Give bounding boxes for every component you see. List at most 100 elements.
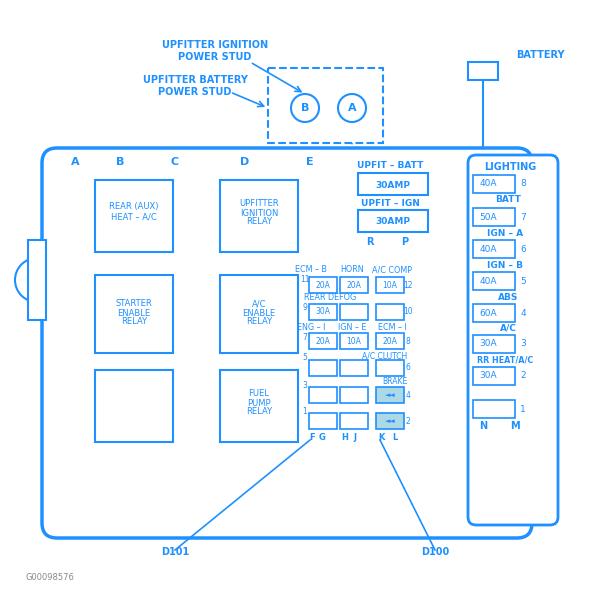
Text: D: D <box>240 157 249 167</box>
Text: IGN – E: IGN – E <box>338 323 366 332</box>
Text: ABS: ABS <box>498 292 518 301</box>
Text: 50A: 50A <box>479 212 497 221</box>
Bar <box>309 277 337 293</box>
Text: ◄◄: ◄◄ <box>384 418 395 424</box>
Text: B: B <box>116 157 124 167</box>
Text: POWER STUD: POWER STUD <box>178 52 252 62</box>
Text: IGN – A: IGN – A <box>487 229 523 238</box>
Text: G: G <box>318 433 325 443</box>
Bar <box>376 413 404 429</box>
Text: J: J <box>354 433 357 443</box>
Text: 7: 7 <box>520 212 526 221</box>
Bar <box>358 173 428 195</box>
Bar <box>376 304 404 320</box>
Text: RELAY: RELAY <box>121 317 147 326</box>
Text: 6: 6 <box>405 364 410 373</box>
Text: 8: 8 <box>405 337 410 346</box>
Text: A/C: A/C <box>252 299 266 308</box>
Bar <box>220 370 298 442</box>
Text: K: K <box>378 433 384 443</box>
Text: HEAT – A/C: HEAT – A/C <box>111 212 157 221</box>
Text: FUEL: FUEL <box>249 389 269 398</box>
FancyBboxPatch shape <box>468 155 558 525</box>
Bar <box>309 360 337 376</box>
Bar <box>220 275 298 353</box>
Text: LIGHTING: LIGHTING <box>484 162 536 172</box>
Text: 5: 5 <box>520 277 526 286</box>
Bar <box>473 400 515 418</box>
Text: E: E <box>306 157 314 167</box>
Text: 40A: 40A <box>479 245 496 253</box>
Text: 2: 2 <box>405 416 410 425</box>
Text: B: B <box>301 103 309 113</box>
Bar <box>473 272 515 290</box>
Text: STARTER: STARTER <box>116 299 152 308</box>
Text: 6: 6 <box>520 245 526 253</box>
Text: F: F <box>309 433 315 443</box>
Text: RELAY: RELAY <box>246 217 272 226</box>
Bar <box>473 240 515 258</box>
Text: REAR (AUX): REAR (AUX) <box>109 202 159 211</box>
Text: 11: 11 <box>300 275 310 284</box>
Text: A/C COMP: A/C COMP <box>372 265 412 275</box>
Text: R: R <box>367 237 374 247</box>
Text: 10: 10 <box>403 307 413 317</box>
Text: 1: 1 <box>520 404 526 413</box>
Bar <box>268 68 383 143</box>
Text: 10A: 10A <box>347 337 362 346</box>
Text: N: N <box>479 421 487 431</box>
Text: 12: 12 <box>403 280 413 289</box>
Text: BATT: BATT <box>495 196 521 205</box>
Bar <box>340 360 368 376</box>
Text: UPFITTER IGNITION: UPFITTER IGNITION <box>162 40 268 50</box>
Bar <box>473 175 515 193</box>
Bar <box>340 413 368 429</box>
Text: 9: 9 <box>302 304 307 313</box>
Bar <box>358 210 428 232</box>
Bar <box>95 370 173 442</box>
Text: L: L <box>392 433 397 443</box>
Text: 30A: 30A <box>479 371 497 380</box>
Text: G00098576: G00098576 <box>25 574 75 583</box>
Text: 30A: 30A <box>315 307 331 317</box>
Bar <box>309 387 337 403</box>
Text: ENABLE: ENABLE <box>243 308 275 317</box>
Text: BRAKE: BRAKE <box>383 377 408 386</box>
Text: 60A: 60A <box>479 308 497 317</box>
Bar <box>376 387 404 403</box>
Text: 2: 2 <box>520 371 526 380</box>
Text: 30AMP: 30AMP <box>376 217 410 226</box>
Text: P: P <box>402 237 408 247</box>
Text: 20A: 20A <box>315 337 330 346</box>
Text: 30A: 30A <box>479 340 497 349</box>
Text: D100: D100 <box>421 547 449 557</box>
Bar <box>473 304 515 322</box>
Bar <box>220 180 298 252</box>
Text: RELAY: RELAY <box>246 407 272 416</box>
Bar <box>340 277 368 293</box>
Text: ECM – B: ECM – B <box>295 265 327 275</box>
Text: 3: 3 <box>302 380 307 389</box>
Text: IGNITION: IGNITION <box>240 208 278 217</box>
Text: A: A <box>347 103 356 113</box>
Text: PUMP: PUMP <box>247 398 271 407</box>
Text: UPFITTER BATTERY: UPFITTER BATTERY <box>142 75 248 85</box>
FancyBboxPatch shape <box>42 148 532 538</box>
Text: 4: 4 <box>520 308 526 317</box>
Text: 20A: 20A <box>383 337 397 346</box>
Text: 30AMP: 30AMP <box>376 181 410 190</box>
Text: 4: 4 <box>405 391 410 400</box>
Text: 1: 1 <box>302 407 307 416</box>
Text: ECM – I: ECM – I <box>378 323 407 332</box>
Text: ◄◄: ◄◄ <box>384 392 395 398</box>
Text: H: H <box>341 433 349 443</box>
Bar <box>95 180 173 252</box>
Bar <box>340 333 368 349</box>
Text: 7: 7 <box>302 334 307 343</box>
Bar <box>473 367 515 385</box>
Text: D101: D101 <box>161 547 189 557</box>
Text: REAR DEFOG: REAR DEFOG <box>304 293 356 302</box>
Text: UPFIT – BATT: UPFIT – BATT <box>357 160 423 169</box>
Text: 10A: 10A <box>383 280 397 289</box>
Text: A/C CLUTCH: A/C CLUTCH <box>362 352 408 361</box>
